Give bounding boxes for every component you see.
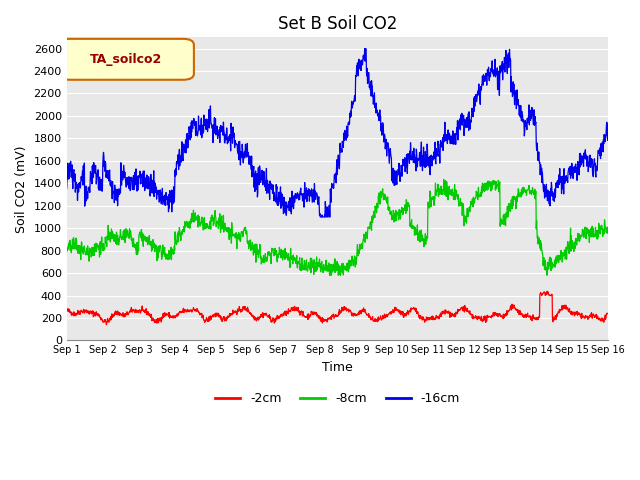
-16cm [292,196,300,202]
-16cm [316,214,324,220]
-16cm [604,125,612,131]
-8cm [326,273,333,278]
-2cm [127,309,135,314]
-16cm [63,185,70,191]
-2cm [371,316,379,322]
-2cm [63,307,70,313]
Y-axis label: Soil CO2 (mV): Soil CO2 (mV) [15,145,28,233]
-8cm [304,268,312,274]
Title: Set B Soil CO2: Set B Soil CO2 [278,15,397,33]
-2cm [604,311,612,316]
-16cm [105,174,113,180]
FancyBboxPatch shape [58,39,194,80]
-2cm [105,319,113,325]
-16cm [372,102,380,108]
-2cm [102,322,110,328]
-2cm [543,288,551,294]
-8cm [127,228,134,234]
Line: -8cm: -8cm [67,180,608,276]
-8cm [314,261,321,267]
Line: -2cm: -2cm [67,291,608,325]
-8cm [371,203,379,209]
-2cm [293,306,301,312]
Text: TA_soilco2: TA_soilco2 [90,53,163,66]
-2cm [314,313,321,319]
-16cm [304,188,312,194]
-8cm [440,177,447,182]
-8cm [292,258,300,264]
-16cm [127,182,134,188]
-8cm [105,233,113,239]
-16cm [361,46,369,51]
X-axis label: Time: Time [322,361,353,374]
Legend: -2cm, -8cm, -16cm: -2cm, -8cm, -16cm [210,387,465,410]
-8cm [63,242,70,248]
-8cm [604,226,612,232]
-16cm [314,192,321,198]
-2cm [304,317,312,323]
Line: -16cm: -16cm [67,48,608,217]
